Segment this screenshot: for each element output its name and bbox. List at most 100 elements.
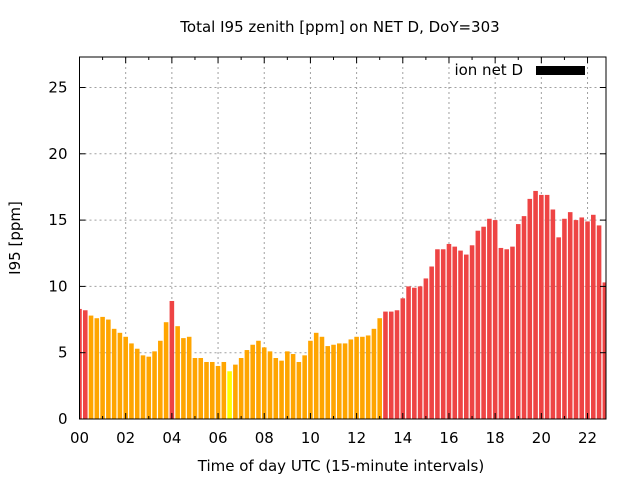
bar: [285, 351, 290, 419]
bar: [533, 190, 538, 419]
bar: [209, 361, 215, 419]
bar: [302, 355, 307, 419]
bar: [296, 361, 302, 419]
x-tick-label: 18: [486, 429, 505, 447]
bar: [152, 351, 157, 419]
bar: [134, 348, 140, 419]
bar: [319, 336, 325, 419]
bar: [458, 250, 463, 419]
bar: [591, 214, 596, 419]
bar: [313, 332, 319, 419]
bar: [481, 226, 486, 419]
x-tick-label: 22: [578, 429, 597, 447]
x-axis-label: Time of day UTC (15-minute intervals): [197, 457, 484, 475]
bar: [469, 245, 475, 419]
x-tick-label: 14: [393, 429, 412, 447]
bar: [331, 344, 336, 419]
bar: [348, 339, 354, 419]
bar: [250, 344, 255, 419]
bar: [602, 282, 606, 419]
bar: [354, 336, 359, 419]
y-tick-label: 15: [48, 211, 67, 229]
bar: [521, 216, 527, 419]
bar: [371, 328, 377, 419]
legend-swatch: [536, 66, 585, 75]
bar: [308, 340, 313, 419]
bar: [111, 328, 117, 419]
bar: [82, 310, 88, 419]
bar: [429, 266, 434, 419]
x-tick-label: 06: [209, 429, 228, 447]
bar: [510, 246, 515, 419]
bar: [267, 351, 273, 419]
bar: [256, 340, 261, 419]
bar: [556, 237, 561, 419]
x-tick-label: 04: [162, 429, 181, 447]
bar: [412, 287, 417, 419]
bar: [492, 220, 498, 419]
y-tick-label: 20: [48, 145, 67, 163]
bar: [146, 356, 152, 419]
bar: [186, 336, 192, 419]
bar: [336, 343, 342, 419]
bar: [279, 360, 284, 419]
bar: [221, 361, 227, 419]
bar: [435, 249, 440, 419]
bar: [238, 358, 244, 419]
x-tick-label: 12: [347, 429, 366, 447]
bar: [475, 230, 481, 419]
y-axis-label: I95 [ppm]: [6, 201, 24, 275]
bar: [446, 243, 452, 419]
bar: [573, 220, 579, 419]
bar: [129, 343, 134, 419]
x-tick-label: 02: [116, 429, 135, 447]
bar: [80, 308, 82, 419]
bar: [261, 347, 267, 419]
x-tick-label: 08: [255, 429, 274, 447]
bar: [388, 311, 394, 419]
bar: [487, 218, 492, 419]
plot-frame: [79, 56, 607, 420]
x-tick-label: 10: [301, 429, 320, 447]
bar: [140, 355, 146, 419]
bar: [440, 249, 446, 419]
bar: [169, 300, 175, 419]
y-tick-label: 25: [48, 78, 67, 96]
bar: [365, 335, 371, 419]
bar: [192, 358, 198, 419]
bar: [377, 318, 382, 419]
bar: [290, 354, 296, 419]
bar: [88, 315, 94, 419]
bar: [579, 217, 585, 419]
bar: [562, 218, 567, 419]
axis-ticks: [79, 57, 606, 420]
y-tick-label: 5: [58, 344, 68, 362]
bar: [100, 316, 105, 419]
bar: [204, 361, 209, 419]
bar: [175, 326, 180, 419]
bar: [394, 310, 400, 419]
bar: [400, 298, 406, 419]
bar: [106, 319, 111, 419]
bar: [515, 224, 521, 419]
bar: [406, 286, 411, 419]
legend-label: ion net D: [454, 61, 523, 79]
x-tick-label: 20: [532, 429, 551, 447]
bar: [423, 278, 429, 419]
bar: [94, 318, 100, 419]
bar: [452, 246, 458, 419]
bar: [117, 332, 123, 419]
bar: [585, 221, 590, 419]
bar: [550, 209, 556, 419]
bar: [498, 247, 504, 419]
y-tick-label: 10: [48, 277, 67, 295]
bar: [325, 346, 331, 419]
bar: [123, 336, 128, 419]
y-tick-label: 0: [58, 410, 68, 428]
bar: [464, 254, 469, 419]
bar: [504, 249, 509, 419]
bar: [383, 311, 388, 419]
bar: [544, 194, 550, 419]
x-tick-labels: 00 02 04 06 08 10 12 14 16 18 20 22: [70, 429, 597, 447]
